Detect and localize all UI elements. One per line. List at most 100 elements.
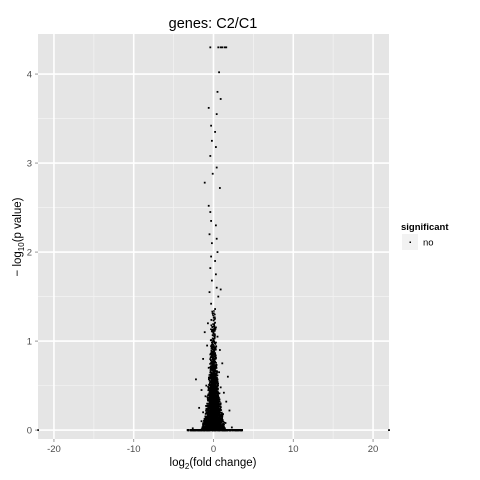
data-point: [218, 405, 220, 408]
data-point: [212, 385, 214, 388]
data-point: [211, 415, 213, 418]
data-point: [209, 424, 211, 426]
data-point: [216, 393, 219, 396]
data-point: [211, 312, 214, 315]
data-point: [214, 412, 217, 415]
data-point: [200, 389, 203, 391]
data-point: [212, 357, 214, 360]
data-point: [206, 344, 209, 347]
data-point: [200, 420, 203, 423]
data-point: [208, 376, 211, 378]
data-point: [212, 341, 215, 343]
data-point: [209, 376, 212, 378]
data-point: [210, 319, 213, 321]
data-point: [214, 389, 217, 392]
data-point: [187, 429, 190, 432]
data-point: [213, 333, 216, 335]
data-point: [216, 376, 218, 379]
data-point: [217, 395, 220, 398]
data-point: [205, 405, 207, 407]
data-point: [221, 418, 224, 421]
data-point: [211, 342, 214, 344]
data-point: [203, 331, 206, 334]
data-point: [214, 260, 216, 262]
data-point: [220, 409, 223, 411]
data-point: [216, 417, 219, 420]
data-point: [213, 312, 215, 315]
data-point: [210, 356, 213, 358]
data-point: [212, 325, 215, 328]
data-point: [215, 113, 218, 116]
data-point: [212, 406, 215, 409]
data-point: [212, 405, 215, 407]
data-point: [207, 394, 210, 396]
data-point: [212, 315, 215, 317]
data-point: [208, 374, 211, 376]
data-point: [202, 357, 205, 360]
data-point: [212, 414, 215, 416]
data-point: [213, 365, 216, 368]
data-point: [229, 429, 232, 432]
data-point: [220, 424, 223, 426]
data-point: [219, 423, 222, 426]
data-point: [214, 375, 217, 378]
data-point: [211, 330, 214, 333]
data-point: [218, 71, 220, 74]
data-point: [211, 385, 214, 388]
data-point: [213, 325, 216, 327]
legend-title: significant: [401, 222, 449, 233]
x-axis-label-sub: 2: [185, 462, 190, 471]
data-point: [212, 337, 214, 340]
data-point: [214, 146, 217, 148]
data-point: [224, 429, 227, 432]
data-point: [215, 411, 217, 413]
data-point: [209, 371, 211, 374]
data-point: [208, 383, 210, 386]
data-point: [197, 429, 200, 432]
data-point: [210, 368, 213, 371]
data-point: [202, 422, 204, 424]
data-point: [213, 362, 215, 364]
data-point: [219, 408, 221, 411]
data-point: [219, 288, 222, 291]
data-point: [210, 409, 213, 412]
data-point: [210, 220, 213, 222]
data-point: [211, 366, 214, 369]
data-point: [228, 409, 231, 412]
data-point: [207, 419, 209, 421]
data-point: [213, 421, 216, 424]
data-point: [191, 427, 194, 430]
data-point: [210, 368, 212, 371]
data-point: [216, 378, 219, 381]
data-point: [236, 429, 239, 432]
data-point: [213, 323, 215, 326]
data-point: [213, 348, 216, 351]
y-tick-label: 3: [27, 159, 32, 170]
data-point: [202, 423, 204, 426]
data-point: [208, 394, 210, 397]
data-point: [219, 429, 221, 432]
data-point: [217, 425, 220, 427]
data-point: [213, 429, 216, 432]
data-point: [210, 388, 213, 391]
data-point: [213, 335, 216, 338]
data-point: [209, 362, 212, 364]
data-point: [219, 417, 222, 420]
data-point: [212, 361, 214, 364]
data-point: [213, 410, 215, 412]
data-point: [216, 389, 218, 391]
data-point: [214, 405, 217, 408]
y-axis-label-rest: (p value): [12, 197, 24, 242]
data-point: [189, 429, 192, 432]
data-point: [212, 317, 215, 319]
data-point: [217, 396, 220, 399]
data-point: [210, 419, 213, 422]
data-point: [214, 411, 217, 414]
data-point: [215, 326, 217, 329]
data-point: [219, 402, 222, 405]
data-point: [213, 378, 215, 380]
data-point: [213, 355, 216, 358]
data-point: [215, 409, 218, 412]
data-point: [209, 410, 212, 413]
